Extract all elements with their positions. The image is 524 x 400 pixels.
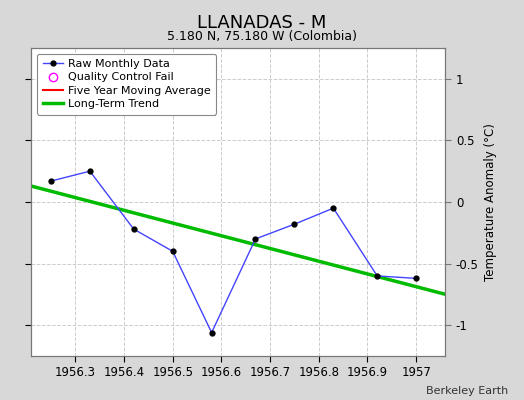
- Raw Monthly Data: [209, 330, 215, 335]
- Y-axis label: Temperature Anomaly (°C): Temperature Anomaly (°C): [484, 123, 497, 281]
- Raw Monthly Data: [413, 276, 419, 281]
- Raw Monthly Data: [291, 222, 298, 226]
- Raw Monthly Data: [374, 274, 380, 278]
- Raw Monthly Data: [253, 236, 259, 241]
- Raw Monthly Data: [87, 169, 93, 174]
- Raw Monthly Data: [130, 227, 137, 232]
- Raw Monthly Data: [330, 206, 336, 210]
- Raw Monthly Data: [48, 179, 54, 184]
- Line: Raw Monthly Data: Raw Monthly Data: [49, 169, 419, 335]
- Text: LLANADAS - M: LLANADAS - M: [198, 14, 326, 32]
- Raw Monthly Data: [170, 249, 176, 254]
- Text: 5.180 N, 75.180 W (Colombia): 5.180 N, 75.180 W (Colombia): [167, 30, 357, 43]
- Legend: Raw Monthly Data, Quality Control Fail, Five Year Moving Average, Long-Term Tren: Raw Monthly Data, Quality Control Fail, …: [37, 54, 216, 115]
- Text: Berkeley Earth: Berkeley Earth: [426, 386, 508, 396]
